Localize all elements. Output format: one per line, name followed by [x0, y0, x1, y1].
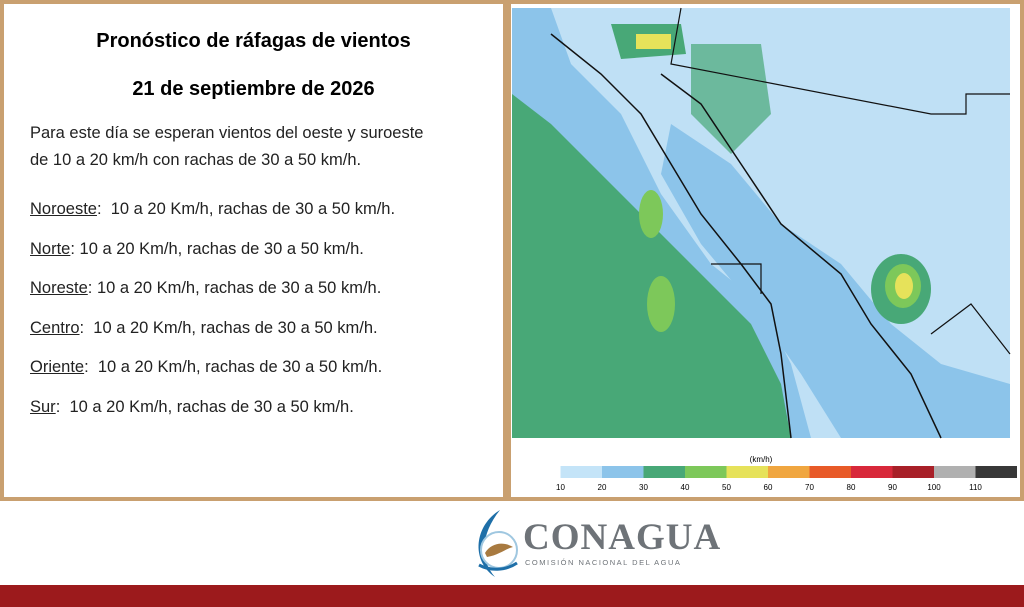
border	[930, 303, 1011, 355]
region-name: Centro	[30, 318, 80, 337]
legend-swatch	[726, 466, 768, 478]
legend-tick: 30	[639, 483, 648, 492]
legend-swatch	[768, 466, 810, 478]
legend-tick: 110	[969, 483, 982, 492]
border	[711, 263, 762, 294]
region-text: : 10 a 20 Km/h, rachas de 30 a 50 km/h.	[87, 279, 382, 297]
legend-swatch	[519, 466, 561, 478]
coastline	[660, 73, 942, 439]
green-patch	[639, 190, 663, 238]
region-name: Sur	[30, 397, 56, 416]
green-patch	[647, 276, 675, 332]
region-text: : 10 a 20 Km/h, rachas de 30 a 50 km/h.	[79, 318, 378, 337]
legend-swatch	[643, 466, 685, 478]
region-name: Oriente	[30, 358, 85, 376]
date: 21 de septiembre de 2026	[132, 78, 375, 100]
region-text: : 10 a 20 Km/h, rachas de 30 a 50 km/h.	[70, 239, 364, 258]
region-line: Oriente: 10 a 20 Km/h, rachas de 30 a 50…	[30, 358, 382, 377]
legend: 10 20 30 40 50 60 70 80 90 100 110	[519, 466, 1017, 492]
legend-tick: 70	[805, 483, 814, 492]
logo-name: CONAGUA	[523, 517, 722, 558]
summary-line: Para este día se esperan vientos del oes…	[30, 124, 424, 142]
region-name: Noreste	[30, 279, 88, 297]
legend-tick: 20	[598, 483, 607, 492]
region-name: Noroeste	[30, 200, 97, 218]
text-panel: Pronóstico de ráfagas de vientos 21 de s…	[0, 0, 507, 501]
legend-tick: 90	[888, 483, 897, 492]
legend-swatch	[975, 466, 1017, 478]
legend-tick: 50	[722, 483, 731, 492]
legend-unit: (km/h)	[750, 455, 773, 464]
region-text: : 10 a 20 Km/h, rachas de 30 a 50 km/h.	[84, 358, 383, 376]
legend-swatch	[560, 466, 602, 478]
ocean-green	[512, 94, 791, 438]
region-text: : 10 a 20 Km/h, rachas de 30 a 50 km/h.	[96, 200, 396, 218]
title: Pronóstico de ráfagas de vientos	[96, 30, 411, 52]
summary-line: de 10 a 20 km/h con rachas de 30 a 50 km…	[30, 151, 362, 169]
legend-swatch	[809, 466, 851, 478]
border	[670, 7, 1010, 115]
land-blue	[661, 124, 1010, 438]
region-name: Norte	[30, 239, 71, 258]
legend-swatch	[851, 466, 893, 478]
region-text: : 10 a 20 Km/h, rachas de 30 a 50 km/h.	[55, 397, 354, 416]
logo-icon	[478, 510, 518, 577]
legend-swatch	[685, 466, 727, 478]
legend-tick: 40	[681, 483, 690, 492]
map-panel: (km/h) 10 20 30 40 50 60 70 80 90 100 110	[507, 0, 1024, 501]
region-line: Norte: 10 a 20 Km/h, rachas de 30 a 50 k…	[30, 240, 364, 259]
coastline	[550, 33, 792, 439]
legend-tick: 60	[764, 483, 773, 492]
yellow-patch	[895, 273, 913, 299]
region-line: Centro: 10 a 20 Km/h, rachas de 30 a 50 …	[30, 319, 378, 338]
legend-tick: 80	[847, 483, 856, 492]
region-line: Noroeste: 10 a 20 Km/h, rachas de 30 a 5…	[30, 200, 395, 219]
legend-swatch	[602, 466, 644, 478]
map: (km/h) 10 20 30 40 50 60 70 80 90 100 110	[512, 7, 1017, 497]
footer-bar	[0, 585, 1024, 607]
logo-subtitle: COMISIÓN NACIONAL DEL AGUA	[525, 558, 682, 567]
legend-tick: 100	[927, 483, 941, 492]
legend-tick: 10	[556, 483, 565, 492]
region-line: Sur: 10 a 20 Km/h, rachas de 30 a 50 km/…	[30, 398, 354, 417]
legend-swatch	[934, 466, 976, 478]
yellow-patch	[636, 34, 671, 49]
region-line: Noreste: 10 a 20 Km/h, rachas de 30 a 50…	[30, 279, 381, 298]
legend-swatch	[892, 466, 934, 478]
